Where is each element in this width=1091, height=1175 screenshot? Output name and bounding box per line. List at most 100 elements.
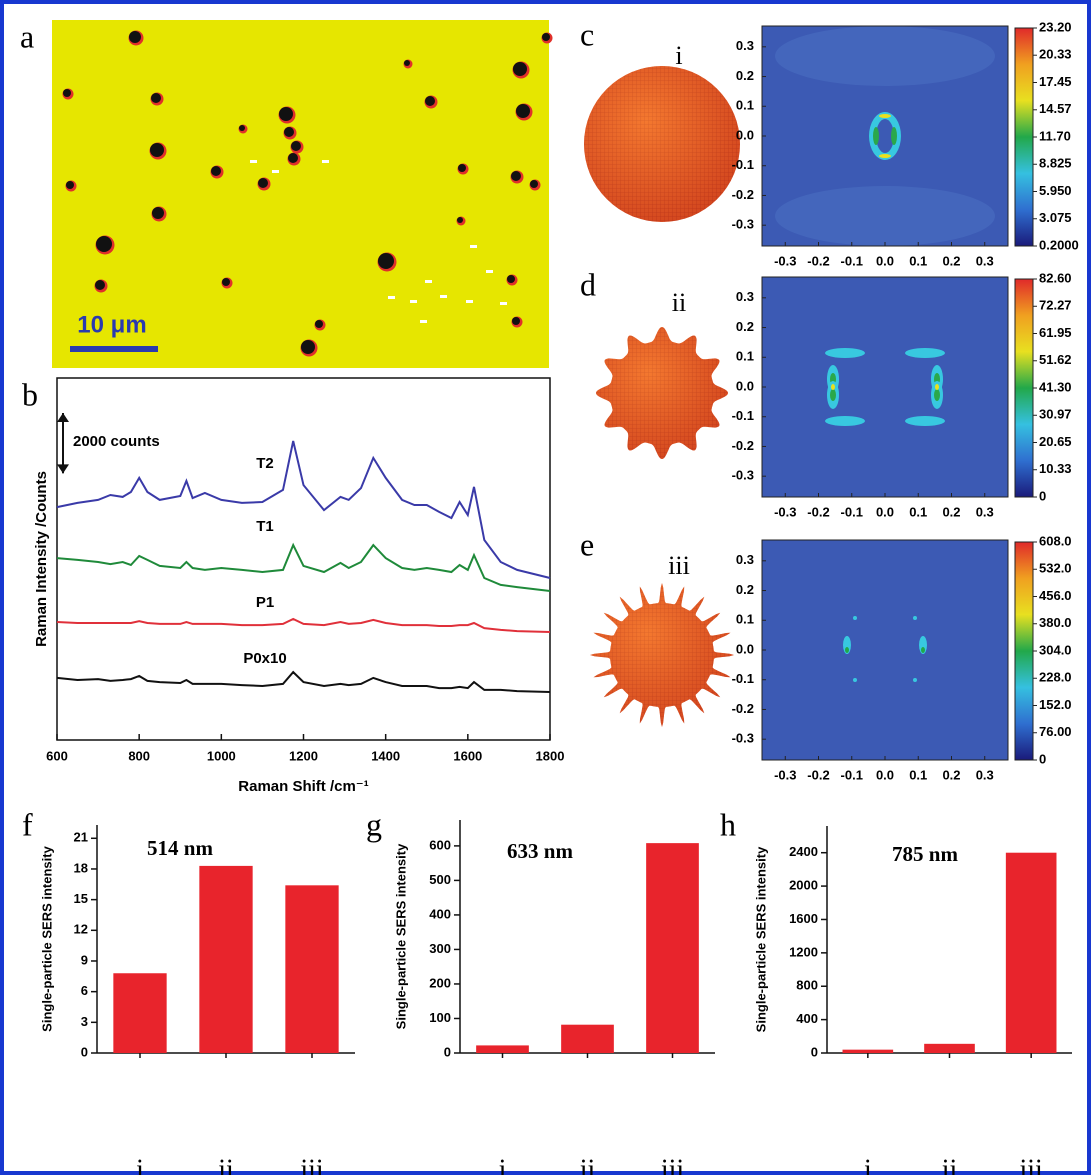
x-tick-label: 0.3 (976, 253, 994, 268)
spectrum-line (56, 617, 551, 633)
particle-label: iii (668, 551, 690, 580)
x-tick-label: iii (1019, 1154, 1043, 1175)
y-tick-label: -0.3 (732, 468, 754, 483)
speck (410, 300, 417, 303)
y-tick-label: 12 (74, 922, 88, 937)
hot-spot (913, 616, 917, 620)
scale-label: 2000 counts (73, 433, 160, 450)
particle-shade (590, 583, 734, 727)
y-tick-label: 18 (74, 860, 88, 875)
particle-label: i (675, 41, 682, 70)
y-axis-label: Single-particle SERS intensity (39, 845, 54, 1031)
y-tick-label: 2000 (789, 878, 818, 893)
hot-spot (905, 416, 945, 426)
bar (1005, 852, 1057, 1053)
chart-title: 633 nm (507, 839, 573, 863)
series-label: T1 (256, 518, 274, 535)
particle (151, 93, 161, 103)
y-tick-label: 0.1 (736, 612, 754, 627)
spectrum-line (56, 440, 551, 579)
x-tick-label: 1800 (536, 748, 565, 763)
colorbar (1014, 27, 1034, 247)
hot-spot (853, 678, 857, 682)
panel-letter: c (580, 16, 594, 52)
x-tick-label: -0.3 (774, 504, 796, 519)
y-tick-label: -0.2 (732, 187, 754, 202)
y-tick-label: 0.3 (736, 38, 754, 53)
hot-spot (831, 384, 835, 390)
colorbar-label: 0.2000 (1039, 237, 1079, 252)
hot-spot (905, 348, 945, 358)
x-tick-label: -0.2 (807, 253, 829, 268)
hot-spot (913, 678, 917, 682)
x-tick-label: 1200 (289, 748, 318, 763)
colorbar-label: 10.33 (1039, 461, 1072, 476)
x-tick-label: 0.0 (876, 253, 894, 268)
particle (279, 107, 293, 121)
x-tick-label: iii (300, 1154, 324, 1175)
colorbar-label: 11.70 (1039, 128, 1071, 143)
hot-spot (879, 154, 891, 158)
x-tick-label: -0.2 (807, 767, 829, 782)
hot-spot (876, 119, 894, 153)
colorbar-label: 23.20 (1039, 19, 1072, 34)
particle (458, 164, 466, 172)
x-tick-label: ii (218, 1154, 234, 1175)
y-tick-label: 0.0 (736, 378, 754, 393)
y-tick-label: 0.2 (736, 319, 754, 334)
particle (211, 166, 221, 176)
hot-spot (873, 127, 879, 145)
hot-spot (853, 616, 857, 620)
x-tick-label: ii (580, 1154, 596, 1175)
spectrum-line (56, 542, 551, 592)
speck (470, 245, 477, 248)
hot-spot (843, 636, 851, 654)
particle (404, 60, 410, 66)
colorbar-label: 456.0 (1039, 588, 1072, 603)
y-tick-label: 0.3 (736, 289, 754, 304)
y-tick-label: 100 (429, 1010, 451, 1025)
series-label: P1 (256, 594, 274, 611)
panel-letter: d (580, 266, 596, 302)
hot-spot (935, 384, 939, 390)
speck (486, 270, 493, 273)
colorbar-label: 532.0 (1039, 561, 1072, 576)
x-tick-label: -0.3 (774, 767, 796, 782)
series-label: P0x10 (243, 650, 286, 667)
x-tick-label: i (864, 1154, 872, 1175)
particle (239, 125, 245, 131)
y-tick-label: 2400 (789, 844, 818, 859)
y-tick-label: -0.2 (732, 438, 754, 453)
x-tick-label: 600 (46, 748, 68, 763)
x-tick-label: -0.3 (774, 253, 796, 268)
hot-spot (921, 647, 925, 653)
colorbar-label: 72.27 (1039, 298, 1072, 313)
x-tick-label: 0.0 (876, 767, 894, 782)
bar (561, 1024, 614, 1053)
speck (388, 296, 395, 299)
glow (775, 26, 995, 86)
particle (425, 96, 435, 106)
x-tick-label: i (136, 1154, 144, 1175)
panel-letter: g (366, 806, 382, 842)
particle (513, 62, 527, 76)
y-tick-label: -0.1 (732, 671, 754, 686)
colorbar-label: 304.0 (1039, 642, 1072, 657)
y-tick-label: 0.2 (736, 582, 754, 597)
colorbar-label: 608.0 (1039, 533, 1072, 548)
bar (476, 1045, 529, 1053)
colorbar-label: 152.0 (1039, 697, 1072, 712)
colorbar-label: 14.57 (1039, 101, 1072, 116)
spectrum-line (56, 670, 551, 693)
x-tick-label: 0.2 (942, 253, 960, 268)
particle (378, 253, 394, 269)
x-tick-label: i (499, 1154, 507, 1175)
y-tick-label: -0.3 (732, 217, 754, 232)
speck (500, 302, 507, 305)
hot-spot (891, 127, 897, 145)
hot-spot (934, 389, 940, 401)
x-tick-label: 0.3 (976, 767, 994, 782)
hot-spot (919, 636, 927, 654)
bar (113, 973, 167, 1053)
